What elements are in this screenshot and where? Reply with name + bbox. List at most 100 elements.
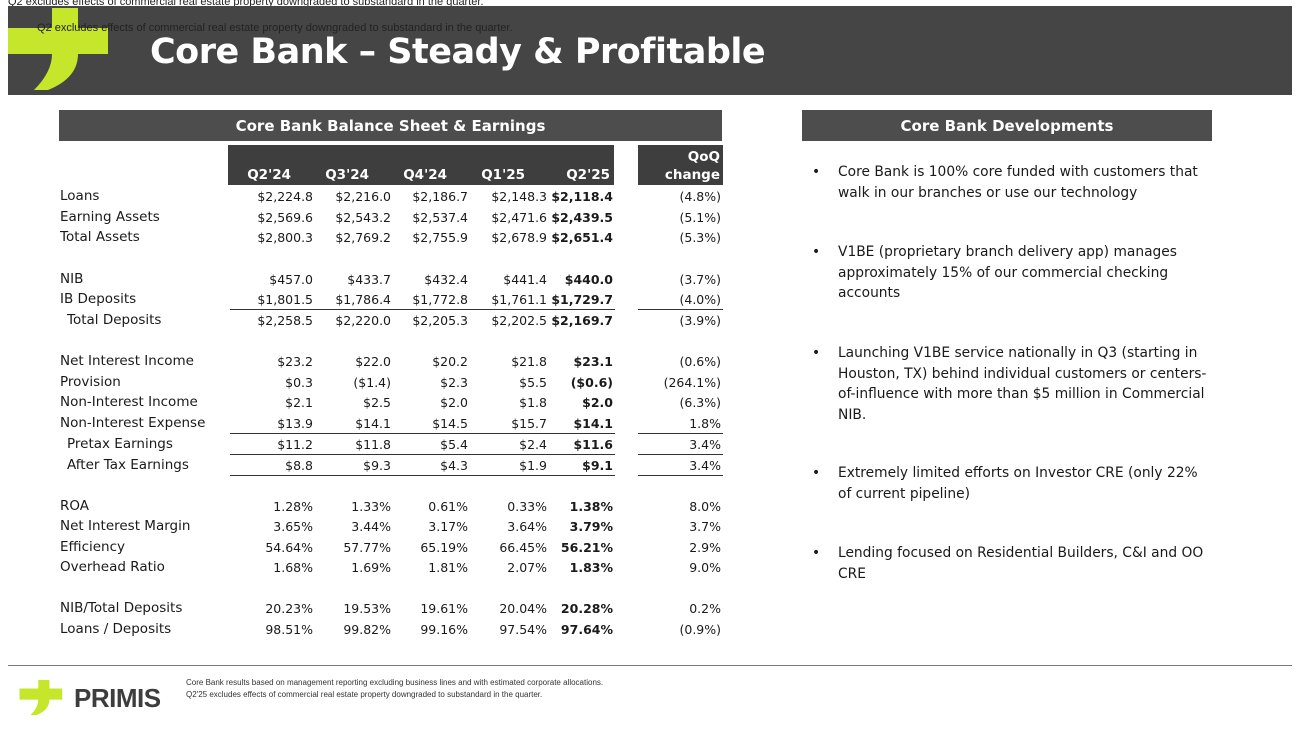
table-cell: 19.53% (343, 601, 391, 616)
table-cell: 1.68% (273, 560, 313, 575)
table-cell: $433.7 (347, 272, 391, 287)
change-cell: (0.9%) (679, 622, 721, 637)
footnote-1: Core Bank results based on management re… (186, 678, 604, 687)
table-cell: $1.8 (519, 395, 547, 410)
row-label: Loans (60, 188, 100, 204)
change-cell: 1.8% (689, 416, 721, 431)
table-cell: 99.16% (420, 622, 468, 637)
title-bar: Core Bank – Steady & Profitable (8, 6, 1292, 95)
change-cell: (0.6%) (679, 354, 721, 369)
row-label: Total Deposits (67, 312, 162, 328)
table-cell: $20.2 (432, 354, 468, 369)
table-cell: 0.33% (507, 499, 547, 514)
table-cell: $2,678.9 (491, 230, 547, 245)
table-cell: $23.1 (573, 354, 613, 369)
table-cell: $2,651.4 (551, 230, 613, 245)
row-label: ROA (60, 498, 90, 514)
table-row: Provision $0.3 ($1.4) $2.3 $5.5 ($0.6) (264.1%… (59, 374, 723, 394)
change-cell: (4.8%) (679, 189, 721, 204)
change-cell: 9.0% (689, 560, 721, 575)
table-row: After Tax Earnings $8.8 $9.3 $4.3 $1.9 $9.1 3.… (59, 457, 723, 477)
table-cell: $2,569.6 (257, 210, 313, 225)
column-header-q4-24: Q4'24 (403, 167, 447, 183)
table-cell: $2,148.3 (491, 189, 547, 204)
stray-footnote-text: Q2 excludes effects of commercial real e… (37, 22, 513, 34)
subtotal-underline (638, 475, 723, 476)
table-row: IB Deposits $1,801.5 $1,786.4 $1,772.8 $1,76… (59, 291, 723, 311)
table-cell: $2,186.7 (412, 189, 468, 204)
table-cell: $21.8 (511, 354, 547, 369)
change-header-line-1: QoQ (687, 149, 720, 165)
table-cell: $2,118.4 (551, 189, 613, 204)
row-label: Net Interest Income (60, 353, 194, 369)
change-cell: (5.1%) (679, 210, 721, 225)
table-cell: 97.54% (499, 622, 547, 637)
table-cell: $5.4 (440, 437, 468, 452)
change-cell: (264.1%) (663, 375, 721, 390)
column-header-q3-24: Q3'24 (325, 167, 369, 183)
table-cell: $432.4 (424, 272, 468, 287)
table-cell: $2,755.9 (412, 230, 468, 245)
table-row: Non-Interest Income $2.1 $2.5 $2.0 $1.8 $2.0 (… (59, 394, 723, 414)
table-row: Loans / Deposits 98.51% 99.82% 99.16% 97.54%… (59, 621, 723, 641)
table-row: Efficiency 54.64% 57.77% 65.19% 66.45% 56.21%… (59, 539, 723, 559)
table-cell: $0.3 (285, 375, 313, 390)
table-cell: 54.64% (265, 540, 313, 555)
table-cell: $1,772.8 (412, 292, 468, 307)
change-cell: 3.7% (689, 519, 721, 534)
table-cell: $9.3 (363, 458, 391, 473)
bullet-icon: • (812, 345, 821, 361)
table-cell: $1,761.1 (491, 292, 547, 307)
subtotal-underline (230, 433, 615, 434)
footnote-2: Q2'25 excludes effects of commercial rea… (186, 690, 543, 699)
table-row: Total Assets $2,800.3 $2,769.2 $2,755.9 $2,6… (59, 229, 723, 249)
table-row: Earning Assets $2,569.6 $2,543.2 $2,537.4 $2… (59, 209, 723, 229)
table-cell: $22.0 (355, 354, 391, 369)
change-cell: (5.3%) (679, 230, 721, 245)
table-cell: 2.07% (507, 560, 547, 575)
table-cell: $2,216.0 (335, 189, 391, 204)
table-cell: 1.38% (569, 499, 613, 514)
column-header-q2-24: Q2'24 (247, 167, 291, 183)
table-cell: $2,800.3 (257, 230, 313, 245)
table-cell: $2,169.7 (551, 313, 613, 328)
table-cell: 57.77% (343, 540, 391, 555)
quarter-column-header-bar: Q2'24 Q3'24 Q4'24 Q1'25 Q2'25 (228, 145, 614, 185)
row-label: Overhead Ratio (60, 559, 165, 575)
change-cell: (4.0%) (679, 292, 721, 307)
list-item: • Lending focused on Residential Builders… (812, 545, 1204, 582)
change-cell: 8.0% (689, 499, 721, 514)
table-cell: $2,439.5 (551, 210, 613, 225)
table-row: ROA 1.28% 1.33% 0.61% 0.33% 1.38% 8.0% (59, 498, 723, 518)
table-cell: 65.19% (420, 540, 468, 555)
table-cell: ($0.6) (570, 375, 613, 390)
table-row: Total Deposits $2,258.5 $2,220.0 $2,205.3 $2… (59, 312, 723, 332)
row-label: Non-Interest Expense (60, 415, 206, 431)
change-cell: (3.7%) (679, 272, 721, 287)
table-cell: $1,786.4 (335, 292, 391, 307)
table-cell: $5.5 (519, 375, 547, 390)
table-cell: $4.3 (440, 458, 468, 473)
table-cell: 3.64% (507, 519, 547, 534)
row-label: NIB (60, 271, 84, 287)
table-cell: 1.28% (273, 499, 313, 514)
row-label: NIB/Total Deposits (60, 600, 183, 616)
subtotal-underline (638, 433, 723, 434)
table-cell: $14.5 (432, 416, 468, 431)
table-cell: 3.65% (273, 519, 313, 534)
list-item: • Launching V1BE service nationally in Q3… (812, 345, 1207, 423)
table-row: NIB $457.0 $433.7 $432.4 $441.4 $440.0 (3.7%) (59, 271, 723, 291)
table-cell: 3.17% (428, 519, 468, 534)
table-cell: $2,769.2 (335, 230, 391, 245)
bullet-icon: • (812, 244, 821, 260)
slide-title: Core Bank – Steady & Profitable (150, 32, 766, 72)
table-cell: $2.3 (440, 375, 468, 390)
table-cell: 1.83% (569, 560, 613, 575)
footer-divider (8, 665, 1292, 666)
table-cell: $11.2 (277, 437, 313, 452)
table-cell: $441.4 (503, 272, 547, 287)
change-cell: 3.4% (689, 437, 721, 452)
table-cell: $15.7 (511, 416, 547, 431)
column-header-q2-25: Q2'25 (566, 167, 610, 183)
table-cell: $1,801.5 (257, 292, 313, 307)
